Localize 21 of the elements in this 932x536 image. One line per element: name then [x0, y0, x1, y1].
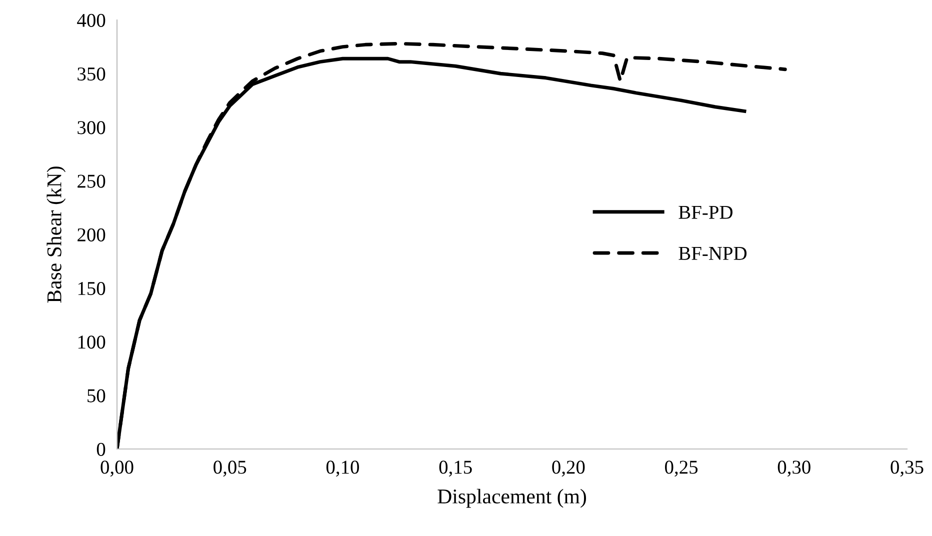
y-tick-label: 100	[78, 336, 106, 349]
x-tick-label: 0,30	[778, 460, 810, 477]
y-tick-label: 200	[78, 228, 106, 242]
y-axis-title: Base Shear (kN)	[46, 166, 66, 303]
x-axis-title: Displacement (m)	[438, 488, 586, 508]
y-tick-label: 300	[78, 121, 106, 134]
y-tick-label: 350	[78, 67, 106, 81]
x-tick-label: 0,00	[100, 460, 134, 477]
y-tick-label: 50	[88, 389, 106, 402]
x-tick-label: 0,25	[665, 460, 698, 477]
y-tick-label: 250	[78, 174, 106, 188]
x-tick-label: 0,05	[214, 460, 246, 477]
x-tick-label: 0,20	[552, 460, 585, 477]
y-tick-label: 0	[96, 442, 106, 456]
x-tick-label: 0,15	[439, 460, 472, 477]
y-tick-label: 400	[77, 14, 106, 27]
y-tick-label: 150	[78, 282, 106, 296]
legend-label: BF-PD	[678, 206, 732, 219]
x-tick-label: 0,35	[890, 460, 924, 477]
legend-label: BF-NPD	[678, 247, 747, 260]
x-tick-label: 0,10	[326, 460, 359, 477]
